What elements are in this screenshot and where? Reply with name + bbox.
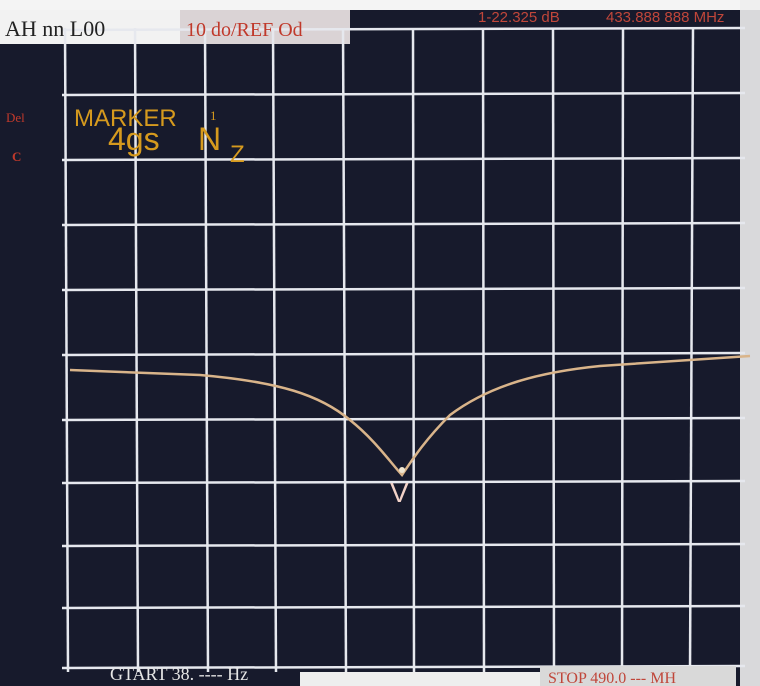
marker-level: 1-22.325 dB xyxy=(478,9,560,26)
grid-line xyxy=(622,28,623,672)
right-edge xyxy=(740,0,760,686)
scale-label: 10 do/REF Od xyxy=(186,19,303,41)
marker-frequency: 433.888 888 MHz xyxy=(606,9,724,26)
start-frequency: GTART 38. ---- Hz xyxy=(110,664,248,684)
marker-value: 4gs xyxy=(108,121,160,157)
delta-label: Del xyxy=(6,110,25,125)
stop-frequency: STOP 490.0 --- MH xyxy=(548,670,676,686)
footer-strip xyxy=(300,672,540,686)
marker-symbol: V xyxy=(390,477,409,508)
grid-line xyxy=(553,28,554,672)
marker-unit: N xyxy=(198,121,221,157)
marker-dot xyxy=(399,467,405,473)
marker-unit: Z xyxy=(230,141,245,168)
analyzer-screen: AH nn L00 10 do/REF Od 1-22.325 dB 433.8… xyxy=(0,0,760,686)
screen-background xyxy=(0,0,760,686)
side-label: C xyxy=(12,149,21,164)
mode-label: AH nn L00 xyxy=(5,16,105,41)
grid-line xyxy=(483,28,484,672)
grid-line xyxy=(413,28,414,672)
